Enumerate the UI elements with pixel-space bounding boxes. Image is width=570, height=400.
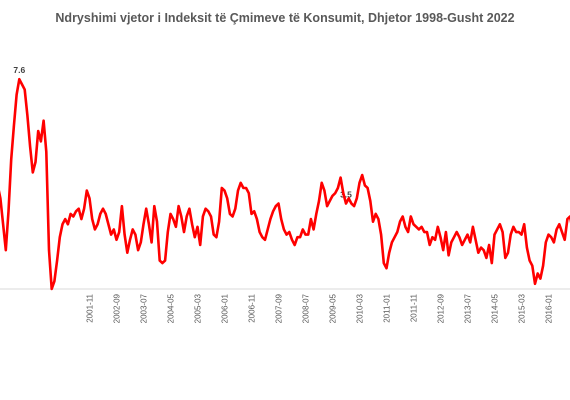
x-tick-label: 2008-07 (302, 293, 311, 323)
x-tick-label: 2006-01 (221, 293, 230, 323)
x-tick-label: 2002-09 (113, 293, 122, 323)
x-tick-label: 2006-11 (248, 293, 257, 322)
x-tick-label: 2009-05 (329, 293, 338, 323)
x-tick-label: 2012-09 (437, 293, 446, 323)
x-tick-label: 2005-03 (194, 293, 203, 323)
x-tick-label: 2007-09 (275, 293, 284, 323)
x-tick-label: 2011-11 (410, 293, 419, 322)
x-tick-label: 2015-03 (518, 293, 527, 323)
x-tick-label: 2004-05 (167, 293, 176, 323)
data-labels: 7.6 3.5 (13, 65, 352, 199)
series-line (0, 77, 570, 291)
x-tick-labels: 2001-11 2002-09 2003-07 2004-05 2005-03 2006-… (86, 293, 554, 323)
x-tick-label: 2010-03 (356, 293, 365, 323)
x-tick-label: 2014-05 (491, 293, 500, 323)
data-label: 7.6 (13, 65, 25, 75)
x-tick-label: 2001-11 (86, 293, 95, 322)
data-label: 3.5 (340, 190, 352, 200)
x-tick-label: 2013-07 (464, 293, 473, 323)
chart-title: Ndryshimi vjetor i Indeksit të Çmimeve t… (55, 11, 514, 25)
x-tick-label: 2003-07 (140, 293, 149, 323)
x-tick-label: 2011-01 (383, 293, 392, 322)
x-tick-label: 2016-01 (545, 293, 554, 323)
